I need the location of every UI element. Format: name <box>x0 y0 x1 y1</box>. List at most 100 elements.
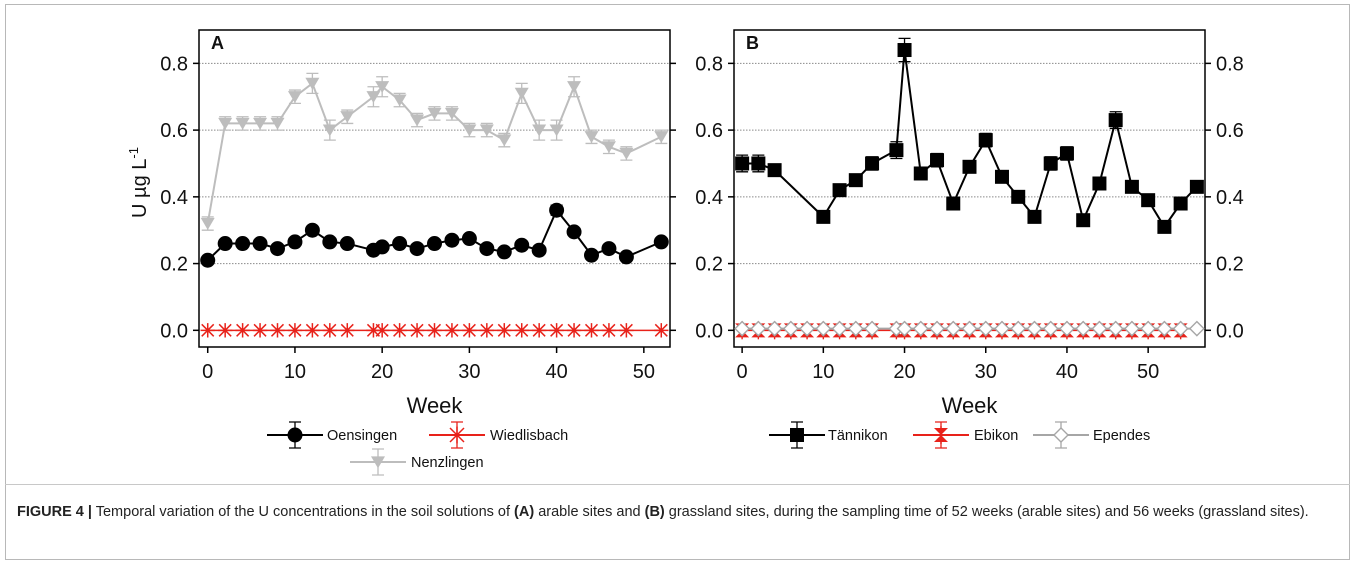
legend-label: Wiedlisbach <box>490 428 568 444</box>
series-line <box>742 49 1198 229</box>
data-point <box>734 320 751 337</box>
data-point <box>444 107 459 120</box>
plot-frame <box>733 29 1206 348</box>
data-point <box>962 159 977 174</box>
data-point <box>461 231 477 247</box>
data-point <box>847 320 864 337</box>
x-tick-label: 10 <box>812 361 834 383</box>
x-tick-label: 30 <box>975 361 997 383</box>
data-point <box>479 241 495 257</box>
data-point <box>444 323 460 338</box>
legend-item-Ebikon: Ebikon <box>913 421 1018 449</box>
y-tick-label: 0.4 <box>160 187 188 209</box>
data-point <box>374 239 390 255</box>
data-point <box>782 320 799 337</box>
data-point <box>496 244 512 260</box>
data-point <box>1172 320 1189 337</box>
series-Nenzlingen <box>200 72 669 231</box>
y-tick-label: 0.8 <box>160 53 188 75</box>
data-point <box>1027 209 1042 224</box>
figure-frame <box>5 4 1350 560</box>
data-point <box>601 323 617 338</box>
data-point <box>653 234 669 250</box>
data-point <box>994 169 1009 184</box>
data-point <box>584 247 599 263</box>
data-point <box>549 323 564 338</box>
legend-item-Tännikon: Tännikon <box>769 421 888 449</box>
data-point <box>287 323 303 338</box>
data-point <box>896 320 913 337</box>
data-point <box>531 242 547 258</box>
data-point <box>832 183 847 198</box>
data-point <box>479 124 494 137</box>
data-point <box>305 323 320 338</box>
data-point <box>1076 213 1091 228</box>
data-point <box>930 153 945 168</box>
data-point <box>253 117 268 130</box>
data-point <box>444 232 460 248</box>
legend-item-Oensingen: Oensingen <box>267 421 397 449</box>
data-point <box>1141 193 1156 208</box>
y-axis-label: U µg L-1 <box>126 147 151 218</box>
data-point <box>1043 156 1058 171</box>
x-tick-label: 40 <box>545 361 567 383</box>
data-point <box>392 236 408 252</box>
data-point <box>815 320 832 337</box>
data-point <box>766 320 783 337</box>
data-point <box>1026 320 1043 337</box>
x-tick-label: 10 <box>284 361 306 383</box>
data-point <box>270 323 285 338</box>
data-point <box>864 320 881 337</box>
data-point <box>531 323 547 338</box>
data-point <box>392 94 407 107</box>
x-tick-label: 20 <box>893 361 915 383</box>
data-point <box>549 124 564 137</box>
figure-chart: 0.0 0.2 0.4 0.6 0.8 0 10 20 30 40 50 Week A U µg L-1 O… <box>126 29 1244 476</box>
caption-text-2: arable sites and <box>534 504 645 520</box>
data-point <box>1059 146 1074 161</box>
data-point <box>946 196 961 211</box>
data-point <box>375 81 390 94</box>
panel-label: A <box>211 33 224 53</box>
data-point <box>270 117 285 130</box>
data-point <box>409 241 425 257</box>
data-point <box>619 147 634 160</box>
data-point <box>462 124 477 137</box>
y-axis-label-superscript: -1 <box>126 147 141 159</box>
data-point <box>340 111 355 124</box>
y-tick-label: 0.8 <box>695 53 723 75</box>
data-point <box>1189 179 1204 194</box>
data-point <box>200 252 216 268</box>
data-point <box>913 166 928 181</box>
data-point <box>912 320 929 337</box>
data-point <box>392 323 407 338</box>
data-point <box>566 323 582 338</box>
y-tick-label-right: 0.6 <box>1216 120 1244 142</box>
data-point <box>654 323 669 338</box>
y-tick-label-right: 0.2 <box>1216 254 1244 276</box>
legend-label: Oensingen <box>327 428 397 444</box>
data-point <box>305 77 320 90</box>
data-point <box>601 141 616 154</box>
data-point <box>566 224 582 240</box>
data-point <box>897 43 912 58</box>
data-point <box>1011 189 1026 204</box>
data-point <box>235 117 250 130</box>
y-tick-label: 0.0 <box>695 320 723 342</box>
data-point <box>977 320 994 337</box>
plot-frame <box>198 29 671 348</box>
data-point <box>235 323 250 338</box>
data-point <box>217 236 233 252</box>
data-point <box>1188 320 1205 337</box>
data-point <box>479 323 495 338</box>
y-tick-label: 0.2 <box>695 254 723 276</box>
data-point <box>816 209 831 224</box>
caption-text-3: grassland sites, during the sampling tim… <box>664 504 1309 520</box>
caption-text-1: Temporal variation of the U concentratio… <box>91 504 515 520</box>
data-point <box>427 107 442 120</box>
data-point <box>218 117 233 130</box>
data-point <box>235 236 251 252</box>
data-point <box>409 323 425 338</box>
y-tick-label: 0.4 <box>695 187 723 209</box>
data-point <box>427 236 442 252</box>
